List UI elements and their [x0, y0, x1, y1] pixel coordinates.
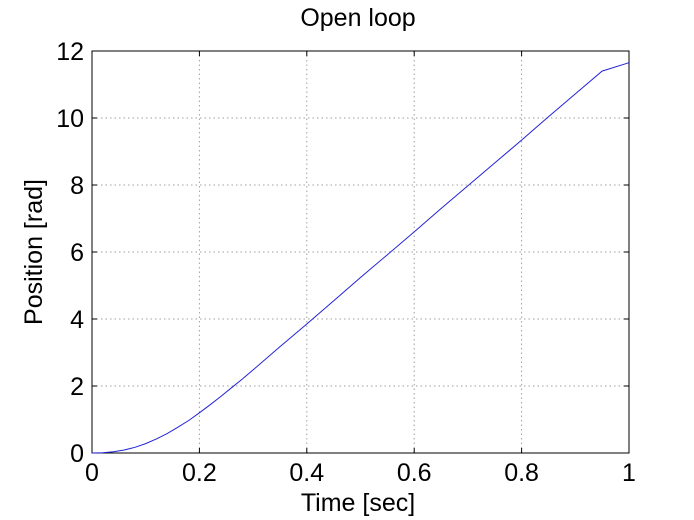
y-axis-label: Position [rad] [20, 179, 48, 325]
plot-area [91, 50, 630, 454]
y-tick-label: 8 [70, 172, 84, 200]
y-tick-label: 6 [70, 239, 84, 267]
series-line [91, 62, 630, 454]
y-tick-label: 2 [70, 373, 84, 401]
y-tick-label: 4 [70, 306, 84, 334]
x-tick-label: 0 [85, 459, 99, 487]
y-tick-label: 10 [56, 105, 84, 133]
x-tick-label: 1 [622, 459, 636, 487]
chart-title: Open loop [300, 4, 415, 32]
y-tick-label: 12 [56, 38, 84, 66]
grid [92, 51, 629, 453]
x-axis-label: Time [sec] [301, 489, 415, 517]
x-tick-label: 0.4 [289, 459, 324, 487]
x-tick-label: 0.6 [397, 459, 432, 487]
x-tick-label: 0.2 [182, 459, 217, 487]
series-group [91, 62, 630, 454]
x-tick-label: 0.8 [504, 459, 539, 487]
y-tick-label: 0 [70, 440, 84, 468]
